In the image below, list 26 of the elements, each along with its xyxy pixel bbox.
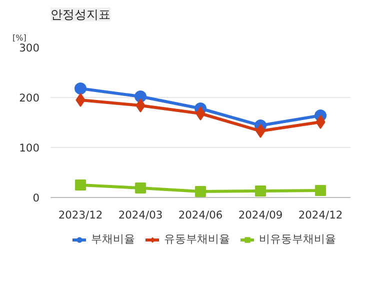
- point: [76, 93, 86, 107]
- point: [315, 185, 326, 196]
- chart-title: 안정성지표: [50, 8, 110, 22]
- y-tick-label: 0: [32, 192, 40, 204]
- x-tick-label: 2024/03: [118, 208, 163, 222]
- x-tick-label: 2024/09: [238, 208, 283, 222]
- x-tick-label: 2024/06: [178, 208, 223, 222]
- y-tick-label: 100: [19, 142, 40, 154]
- x-tick-label: 2024/12: [298, 208, 343, 222]
- point: [135, 182, 146, 194]
- point: [134, 90, 146, 102]
- point: [196, 106, 206, 120]
- point: [74, 82, 86, 94]
- point: [136, 98, 146, 112]
- legend-label: 부채비율: [91, 232, 135, 246]
- x-tick-label: 2023/12: [58, 208, 103, 222]
- legend-label: 비유동부채비율: [259, 232, 336, 246]
- y-tick-label: 200: [19, 92, 40, 104]
- point: [75, 180, 86, 190]
- point: [195, 186, 206, 197]
- point: [256, 124, 266, 138]
- legend-label: 유동부채비율: [164, 232, 230, 246]
- point: [255, 186, 266, 196]
- point: [316, 115, 326, 129]
- y-tick-label: 300: [19, 42, 40, 54]
- y-axis-title: [%]: [12, 34, 26, 42]
